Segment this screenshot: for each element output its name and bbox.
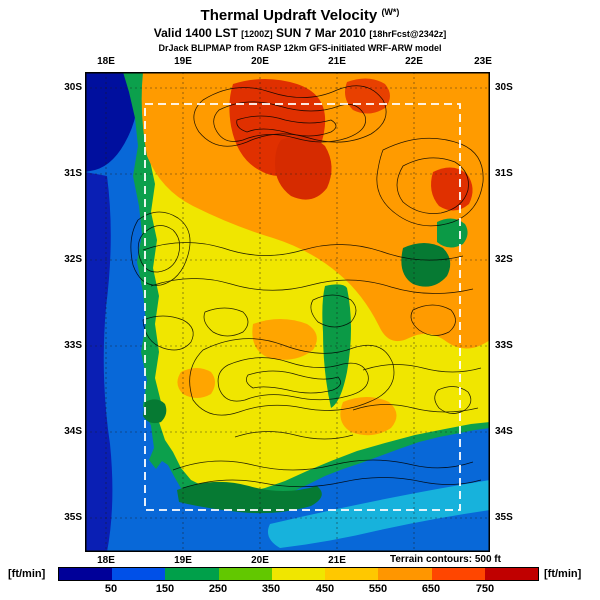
page-title: Thermal Updraft Velocity (W*) — [0, 7, 600, 24]
colorbar-tick: 550 — [368, 583, 388, 595]
lon-label-bottom: 21E — [328, 555, 346, 566]
colorbar-segment — [484, 568, 538, 580]
title-units: (W*) — [381, 7, 400, 17]
lon-label-top: 22E — [405, 56, 423, 67]
lat-label-right: 33S — [495, 340, 513, 351]
lon-label-top: 23E — [474, 56, 492, 67]
lat-label-left: 32S — [64, 254, 82, 265]
lat-label-right: 30S — [495, 82, 513, 93]
colorbar-tick: 50 — [104, 583, 118, 595]
colorbar-tick: 250 — [208, 583, 228, 595]
lat-label-left: 35S — [64, 512, 82, 523]
map-frame — [85, 72, 490, 552]
lat-label-right: 34S — [495, 426, 513, 437]
lon-label-bottom: 19E — [174, 555, 192, 566]
colorbar-tick: 350 — [261, 583, 281, 595]
colorbar-tick: 450 — [315, 583, 335, 595]
colorbar-unit-left: [ft/min] — [8, 568, 46, 580]
colorbar-segment — [165, 568, 219, 580]
lon-label-top: 19E — [174, 56, 192, 67]
colorbar-segment — [271, 568, 326, 580]
lat-label-left: 31S — [64, 168, 82, 179]
lon-label-top: 20E — [251, 56, 269, 67]
colorbar-tick: 750 — [475, 583, 495, 595]
lon-label-top: 21E — [328, 56, 346, 67]
colorbar-segment — [325, 568, 379, 580]
terrain-contours — [130, 85, 484, 489]
colorbar-segment — [431, 568, 485, 580]
colorbar-unit-right: [ft/min] — [544, 568, 582, 580]
valid-time: Valid 1400 LST — [153, 26, 238, 40]
valid-date: SUN 7 Mar 2010 — [276, 26, 367, 40]
cyan-offshore-band — [267, 480, 490, 548]
map-border — [85, 72, 490, 552]
lon-label-top: 18E — [97, 56, 115, 67]
colorbar-tick: 150 — [155, 583, 175, 595]
colorbar-segment — [59, 568, 113, 580]
lat-label-right: 32S — [495, 254, 513, 265]
model-attribution: DrJack BLIPMAP from RASP 12km GFS-initia… — [158, 43, 442, 53]
lon-label-bottom: 20E — [251, 555, 269, 566]
latlon-grid — [85, 72, 490, 552]
colorbar-segment — [112, 568, 166, 580]
terrain-contours-note: Terrain contours: 500 ft — [388, 554, 503, 565]
lat-label-left: 30S — [64, 82, 82, 93]
lat-label-left: 34S — [64, 426, 82, 437]
colorbar-gradient — [58, 567, 539, 581]
valid-zulu: [1200Z] — [241, 29, 273, 39]
colorbar-tick: 650 — [421, 583, 441, 595]
map-canvas — [85, 72, 490, 552]
valid-time-line: Valid 1400 LST [1200Z] SUN 7 Mar 2010 [1… — [0, 26, 600, 40]
lat-label-left: 33S — [64, 340, 82, 351]
title-text: Thermal Updraft Velocity — [200, 7, 378, 24]
lat-label-right: 35S — [495, 512, 513, 523]
colorbar-segment — [218, 568, 272, 580]
colorbar-segment — [378, 568, 432, 580]
forecast-info: [18hrFcst@2342z] — [369, 29, 447, 39]
lon-label-bottom: 18E — [97, 555, 115, 566]
lat-label-right: 31S — [495, 168, 513, 179]
low-value-navy-areas — [85, 72, 138, 552]
model-domain-box — [144, 103, 461, 511]
